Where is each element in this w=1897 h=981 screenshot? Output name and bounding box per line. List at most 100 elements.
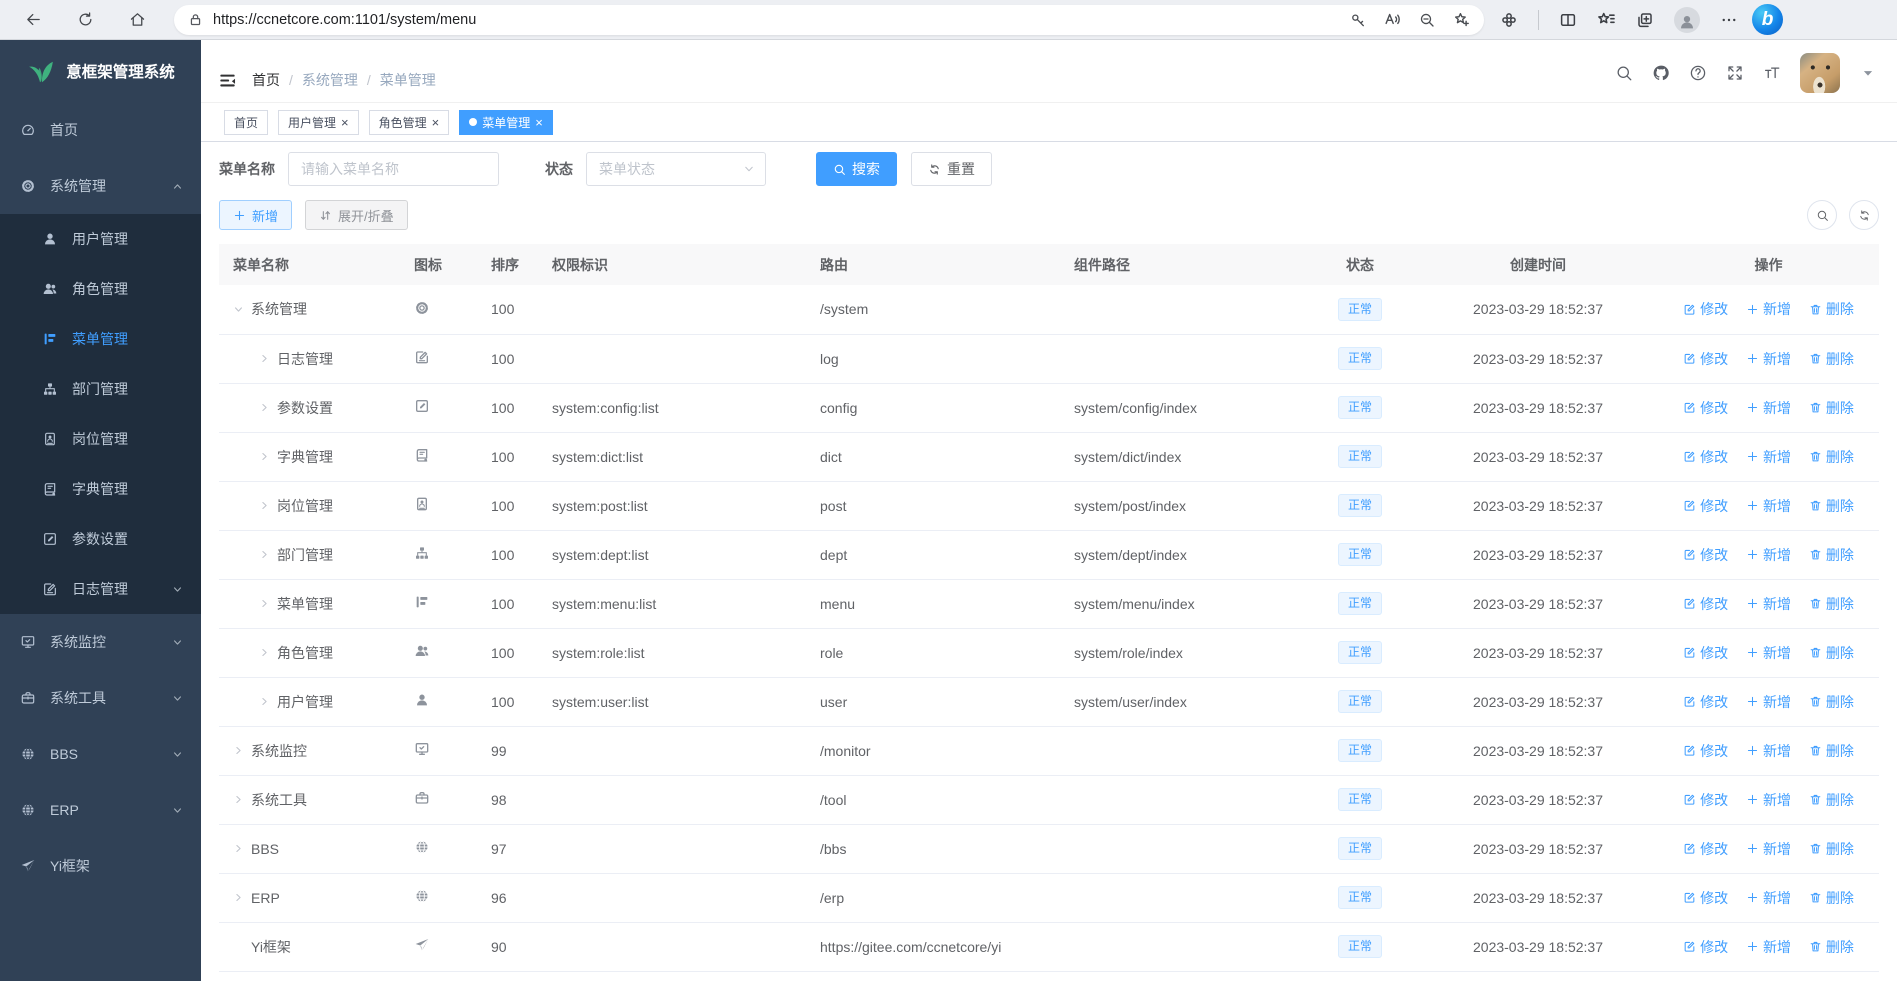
edit-row-button[interactable]: 修改 <box>1683 299 1728 319</box>
edit-row-button[interactable]: 修改 <box>1683 790 1728 810</box>
add-row-button[interactable]: 新增 <box>1746 643 1791 663</box>
fullscreen-icon[interactable] <box>1726 64 1744 82</box>
expand-arrow-icon[interactable] <box>233 745 244 756</box>
search-button[interactable]: 搜索 <box>816 152 897 186</box>
expand-collapse-button[interactable]: 展开/折叠 <box>305 200 408 230</box>
sidebar-collapse-button[interactable] <box>218 67 237 93</box>
add-row-button[interactable]: 新增 <box>1746 545 1791 565</box>
add-row-button[interactable]: 新增 <box>1746 496 1791 516</box>
edit-row-button[interactable]: 修改 <box>1683 545 1728 565</box>
sidebar-item-post-mgmt[interactable]: 岗位管理 <box>0 414 201 464</box>
tab-close-icon[interactable]: × <box>535 114 543 130</box>
expand-arrow-icon[interactable] <box>259 696 270 707</box>
tab-close-icon[interactable]: × <box>431 114 440 130</box>
sidebar-item-menu-mgmt[interactable]: 菜单管理 <box>0 314 201 364</box>
sidebar-item-dept-mgmt[interactable]: 部门管理 <box>0 364 201 414</box>
expand-arrow-icon[interactable] <box>233 304 244 315</box>
url-text[interactable]: https://ccnetcore.com:1101/system/menu <box>213 11 477 28</box>
delete-row-button[interactable]: 删除 <box>1809 692 1854 712</box>
expand-arrow-icon[interactable] <box>259 647 270 658</box>
delete-row-button[interactable]: 删除 <box>1809 545 1854 565</box>
delete-row-button[interactable]: 删除 <box>1809 790 1854 810</box>
expand-arrow-icon[interactable] <box>259 549 270 560</box>
reset-button[interactable]: 重置 <box>911 152 992 186</box>
tab-home[interactable]: 首页 <box>224 109 269 135</box>
font-size-icon[interactable] <box>1763 64 1781 82</box>
sidebar-item-role-mgmt[interactable]: 角色管理 <box>0 264 201 314</box>
browser-refresh-button[interactable] <box>70 5 100 35</box>
expand-arrow-icon[interactable] <box>233 794 244 805</box>
sidebar-item-bbs[interactable]: BBS <box>0 726 201 782</box>
delete-row-button[interactable]: 删除 <box>1809 496 1854 516</box>
expand-arrow-icon[interactable] <box>259 451 270 462</box>
add-row-button[interactable]: 新增 <box>1746 741 1791 761</box>
help-icon[interactable] <box>1689 64 1707 82</box>
delete-row-button[interactable]: 删除 <box>1809 398 1854 418</box>
delete-row-button[interactable]: 删除 <box>1809 937 1854 957</box>
edit-row-button[interactable]: 修改 <box>1683 839 1728 859</box>
zoom-out-icon[interactable] <box>1419 12 1435 28</box>
edit-row-button[interactable]: 修改 <box>1683 888 1728 908</box>
sidebar-item-home[interactable]: 首页 <box>0 102 201 158</box>
edit-row-button[interactable]: 修改 <box>1683 496 1728 516</box>
edit-row-button[interactable]: 修改 <box>1683 692 1728 712</box>
sidebar-item-system-mgmt[interactable]: 系统管理 <box>0 158 201 214</box>
sidebar-item-monitor[interactable]: 系统监控 <box>0 614 201 670</box>
browser-profile-button[interactable] <box>1674 6 1700 33</box>
expand-arrow-icon[interactable] <box>259 353 270 364</box>
delete-row-button[interactable]: 删除 <box>1809 349 1854 369</box>
toggle-search-button[interactable] <box>1807 200 1837 230</box>
sidebar-item-yi-framework[interactable]: Yi框架 <box>0 838 201 894</box>
search-icon[interactable] <box>1615 64 1633 82</box>
sidebar-item-tools[interactable]: 系统工具 <box>0 670 201 726</box>
browser-menu-icon[interactable] <box>1720 11 1738 29</box>
sidebar-item-log-mgmt[interactable]: 日志管理 <box>0 564 201 614</box>
tab-role-mgmt[interactable]: 角色管理 × <box>368 109 450 135</box>
expand-arrow-icon[interactable] <box>259 402 270 413</box>
edit-row-button[interactable]: 修改 <box>1683 447 1728 467</box>
password-key-icon[interactable] <box>1350 12 1366 28</box>
delete-row-button[interactable]: 删除 <box>1809 299 1854 319</box>
add-favorite-icon[interactable] <box>1453 11 1470 28</box>
add-row-button[interactable]: 新增 <box>1746 594 1791 614</box>
tab-user-mgmt[interactable]: 用户管理 × <box>278 109 359 135</box>
add-row-button[interactable]: 新增 <box>1746 839 1791 859</box>
add-row-button[interactable]: 新增 <box>1746 299 1791 319</box>
edit-row-button[interactable]: 修改 <box>1683 349 1728 369</box>
sidebar-item-config[interactable]: 参数设置 <box>0 514 201 564</box>
edit-row-button[interactable]: 修改 <box>1683 643 1728 663</box>
delete-row-button[interactable]: 删除 <box>1809 839 1854 859</box>
delete-row-button[interactable]: 删除 <box>1809 741 1854 761</box>
add-row-button[interactable]: 新增 <box>1746 790 1791 810</box>
add-row-button[interactable]: 新增 <box>1746 447 1791 467</box>
add-row-button[interactable]: 新增 <box>1746 937 1791 957</box>
bing-chat-icon[interactable] <box>1752 4 1783 35</box>
collections-icon[interactable] <box>1636 11 1654 29</box>
browser-home-button[interactable] <box>122 5 152 35</box>
split-screen-icon[interactable] <box>1559 11 1577 29</box>
delete-row-button[interactable]: 删除 <box>1809 447 1854 467</box>
breadcrumb-home[interactable]: 首页 <box>252 72 280 88</box>
status-select[interactable]: 菜单状态 <box>586 152 766 186</box>
edit-row-button[interactable]: 修改 <box>1683 398 1728 418</box>
sidebar-item-erp[interactable]: ERP <box>0 782 201 838</box>
expand-arrow-icon[interactable] <box>259 500 270 511</box>
edit-row-button[interactable]: 修改 <box>1683 937 1728 957</box>
add-row-button[interactable]: 新增 <box>1746 398 1791 418</box>
tab-close-icon[interactable]: × <box>341 114 349 130</box>
edit-row-button[interactable]: 修改 <box>1683 594 1728 614</box>
menu-name-input[interactable] <box>288 152 499 186</box>
edit-row-button[interactable]: 修改 <box>1683 741 1728 761</box>
expand-arrow-icon[interactable] <box>233 892 244 903</box>
delete-row-button[interactable]: 删除 <box>1809 594 1854 614</box>
refresh-table-button[interactable] <box>1849 200 1879 230</box>
delete-row-button[interactable]: 删除 <box>1809 888 1854 908</box>
sidebar-item-user-mgmt[interactable]: 用户管理 <box>0 214 201 264</box>
add-row-button[interactable]: 新增 <box>1746 888 1791 908</box>
github-icon[interactable] <box>1652 64 1670 82</box>
expand-arrow-icon[interactable] <box>233 843 244 854</box>
tab-menu-mgmt[interactable]: 菜单管理 × <box>459 109 553 135</box>
address-bar[interactable]: https://ccnetcore.com:1101/system/menu <box>174 4 1484 35</box>
add-row-button[interactable]: 新增 <box>1746 692 1791 712</box>
add-row-button[interactable]: 新增 <box>1746 349 1791 369</box>
